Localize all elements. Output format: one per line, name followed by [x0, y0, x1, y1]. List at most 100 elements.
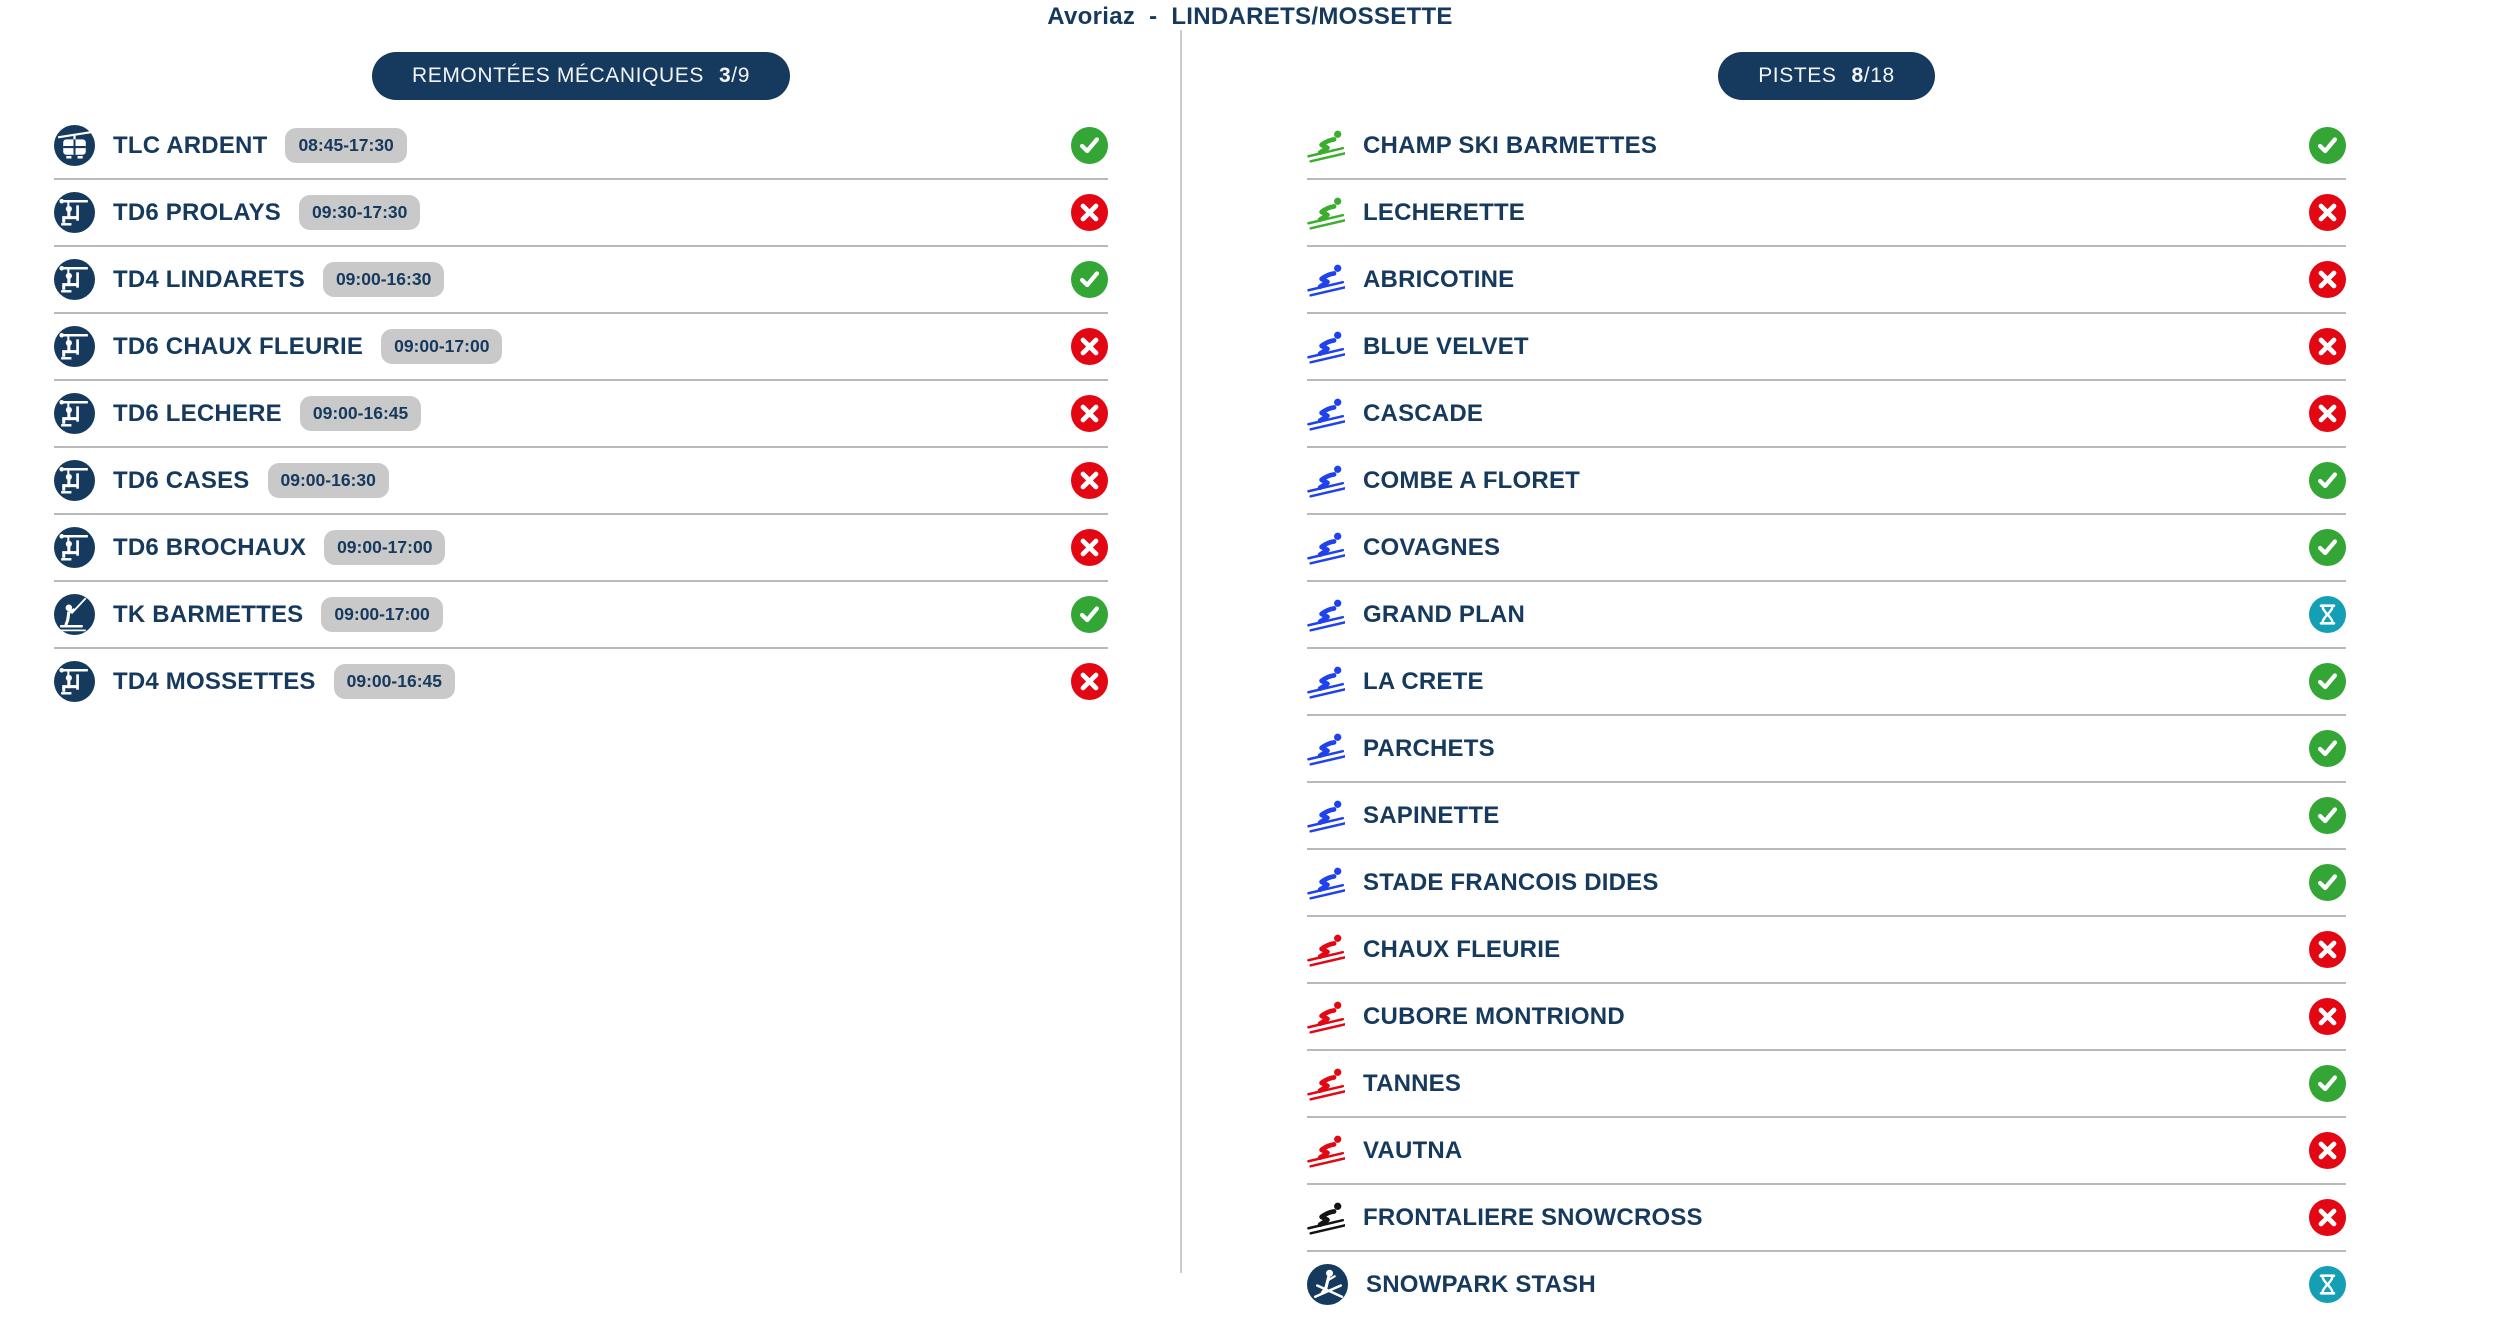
closed-status-icon	[2309, 194, 2346, 231]
status-board: REMONTÉES MÉCANIQUES 3 /9 TLC ARDENT 08:…	[0, 30, 2500, 1305]
piste-name: VAUTNA	[1363, 1136, 1463, 1164]
piste-name: GRAND PLAN	[1363, 600, 1525, 628]
green-piste-icon	[1307, 196, 1345, 230]
blue-piste-icon	[1307, 665, 1345, 699]
page-title: Avoriaz - LINDARETS/MOSSETTE	[1047, 3, 1453, 30]
snowpark-icon	[1307, 1264, 1348, 1305]
lifts-column: REMONTÉES MÉCANIQUES 3 /9 TLC ARDENT 08:…	[0, 30, 1182, 1273]
piste-name: COVAGNES	[1363, 533, 1501, 561]
piste-name: SAPINETTE	[1363, 801, 1500, 829]
blue-piste-icon	[1307, 531, 1345, 565]
red-piste-icon	[1307, 1134, 1345, 1168]
piste-row: VAUTNA	[1307, 1118, 2346, 1185]
pistes-total-count: /18	[1863, 64, 1895, 87]
chairlift-icon	[54, 393, 95, 434]
pending-status-icon	[2309, 1266, 2346, 1303]
closed-status-icon	[2309, 931, 2346, 968]
lift-row: TK BARMETTES 09:00-17:00	[54, 582, 1108, 649]
piste-name: ABRICOTINE	[1363, 265, 1515, 293]
open-status-icon	[1071, 127, 1108, 164]
lift-hours-badge: 09:00-17:00	[324, 530, 446, 565]
piste-row: CASCADE	[1307, 381, 2346, 448]
closed-status-icon	[2309, 1199, 2346, 1236]
lift-name: TD4 LINDARETS	[113, 265, 305, 293]
closed-status-icon	[2309, 395, 2346, 432]
pistes-column: PISTES 8 /18 CHAMP SKI BARMETTES LECHERE…	[1182, 30, 2500, 1305]
closed-status-icon	[2309, 1132, 2346, 1169]
piste-row: LECHERETTE	[1307, 180, 2346, 247]
lift-hours-badge: 09:00-16:30	[267, 463, 389, 498]
lift-name: TLC ARDENT	[113, 131, 268, 159]
closed-status-icon	[1071, 529, 1108, 566]
green-piste-icon	[1307, 129, 1345, 163]
lift-hours-badge: 09:00-17:00	[321, 597, 443, 632]
piste-name: LA CRETE	[1363, 667, 1484, 695]
piste-name: BLUE VELVET	[1363, 332, 1529, 360]
piste-row: TANNES	[1307, 1051, 2346, 1118]
pistes-open-count: 8	[1851, 64, 1864, 87]
blue-piste-icon	[1307, 866, 1345, 900]
chairlift-icon	[54, 527, 95, 568]
lifts-list: TLC ARDENT 08:45-17:30 TD6 PROLAYS 09:30…	[54, 113, 1108, 714]
lift-name: TD6 CHAUX FLEURIE	[113, 332, 364, 360]
blue-piste-icon	[1307, 263, 1345, 297]
lift-hours-badge: 09:00-17:00	[381, 329, 503, 364]
closed-status-icon	[1071, 663, 1108, 700]
chairlift-icon	[54, 326, 95, 367]
lift-hours-badge: 09:00-16:45	[333, 664, 455, 699]
gondola-lift-icon	[54, 125, 95, 166]
lift-name: TD6 CASES	[113, 466, 250, 494]
piste-name: CHAMP SKI BARMETTES	[1363, 131, 1658, 159]
open-status-icon	[2309, 864, 2346, 901]
open-status-icon	[2309, 462, 2346, 499]
piste-name: STADE FRANCOIS DIDES	[1363, 868, 1659, 896]
chairlift-icon	[54, 460, 95, 501]
lift-row: TLC ARDENT 08:45-17:30	[54, 113, 1108, 180]
piste-name: LECHERETTE	[1363, 198, 1526, 226]
blue-piste-icon	[1307, 799, 1345, 833]
piste-row: LA CRETE	[1307, 649, 2346, 716]
lift-hours-badge: 09:00-16:30	[322, 262, 445, 297]
piste-row: PARCHETS	[1307, 716, 2346, 783]
black-piste-icon	[1307, 1201, 1345, 1235]
lifts-header-badge: REMONTÉES MÉCANIQUES 3 /9	[371, 52, 791, 100]
closed-status-icon	[1071, 395, 1108, 432]
drag-lift-icon	[54, 594, 95, 635]
pistes-list: CHAMP SKI BARMETTES LECHERETTE ABRICOTIN…	[1307, 113, 2346, 1317]
open-status-icon	[2309, 529, 2346, 566]
piste-name: TANNES	[1363, 1069, 1462, 1097]
open-status-icon	[2309, 663, 2346, 700]
lifts-header-label: REMONTÉES MÉCANIQUES	[411, 64, 705, 87]
lift-row: TD6 CHAUX FLEURIE 09:00-17:00	[54, 314, 1108, 381]
open-status-icon	[2309, 1065, 2346, 1102]
piste-row: BLUE VELVET	[1307, 314, 2346, 381]
open-status-icon	[1071, 596, 1108, 633]
lift-name: TK BARMETTES	[113, 600, 304, 628]
blue-piste-icon	[1307, 464, 1345, 498]
lift-row: TD6 LECHERE 09:00-16:45	[54, 381, 1108, 448]
piste-row: SAPINETTE	[1307, 783, 2346, 850]
piste-row: COVAGNES	[1307, 515, 2346, 582]
closed-status-icon	[2309, 998, 2346, 1035]
piste-row: CHAMP SKI BARMETTES	[1307, 113, 2346, 180]
piste-row: CHAUX FLEURIE	[1307, 917, 2346, 984]
closed-status-icon	[2309, 328, 2346, 365]
pistes-header-badge: PISTES 8 /18	[1718, 52, 1935, 100]
red-piste-icon	[1307, 1000, 1345, 1034]
piste-name: CHAUX FLEURIE	[1363, 935, 1561, 963]
open-status-icon	[2309, 730, 2346, 767]
lifts-open-count: 3	[719, 64, 732, 87]
piste-row: GRAND PLAN	[1307, 582, 2346, 649]
lifts-total-count: /9	[731, 64, 751, 87]
red-piste-icon	[1307, 933, 1345, 967]
closed-status-icon	[2309, 261, 2346, 298]
lift-name: TD4 MOSSETTES	[113, 667, 316, 695]
piste-name: COMBE A FLORET	[1363, 466, 1581, 494]
blue-piste-icon	[1307, 598, 1345, 632]
lift-name: TD6 LECHERE	[113, 399, 282, 427]
piste-row: ABRICOTINE	[1307, 247, 2346, 314]
blue-piste-icon	[1307, 397, 1345, 431]
closed-status-icon	[1071, 328, 1108, 365]
lift-name: TD6 PROLAYS	[113, 198, 282, 226]
blue-piste-icon	[1307, 330, 1345, 364]
